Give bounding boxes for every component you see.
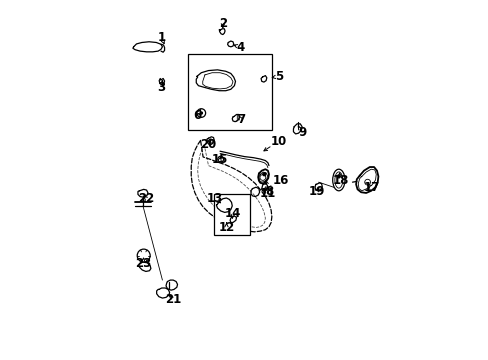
Text: 14: 14: [224, 207, 241, 220]
Ellipse shape: [334, 172, 342, 188]
FancyBboxPatch shape: [187, 54, 272, 130]
Text: 11: 11: [259, 187, 275, 200]
Text: 3: 3: [157, 81, 165, 94]
FancyBboxPatch shape: [214, 194, 250, 235]
Text: 20: 20: [200, 138, 216, 151]
Text: 8: 8: [264, 185, 272, 198]
Ellipse shape: [332, 169, 344, 191]
Circle shape: [263, 173, 265, 176]
Text: 13: 13: [206, 192, 223, 205]
Text: 15: 15: [211, 153, 228, 166]
Text: 23: 23: [135, 257, 151, 270]
Text: 19: 19: [307, 185, 324, 198]
Text: 7: 7: [236, 113, 244, 126]
Text: 1: 1: [157, 31, 165, 44]
Circle shape: [200, 112, 202, 114]
Text: 16: 16: [272, 174, 288, 187]
Text: 2: 2: [219, 17, 226, 30]
Text: 22: 22: [138, 192, 154, 205]
Text: 10: 10: [270, 135, 286, 148]
Text: 9: 9: [297, 126, 305, 139]
Circle shape: [337, 175, 340, 178]
Text: 4: 4: [236, 41, 244, 54]
Text: 18: 18: [332, 174, 348, 187]
Text: 17: 17: [364, 181, 380, 194]
Text: 21: 21: [165, 293, 181, 306]
Text: 6: 6: [192, 109, 201, 122]
Text: 5: 5: [274, 70, 282, 83]
Text: 12: 12: [218, 221, 234, 234]
